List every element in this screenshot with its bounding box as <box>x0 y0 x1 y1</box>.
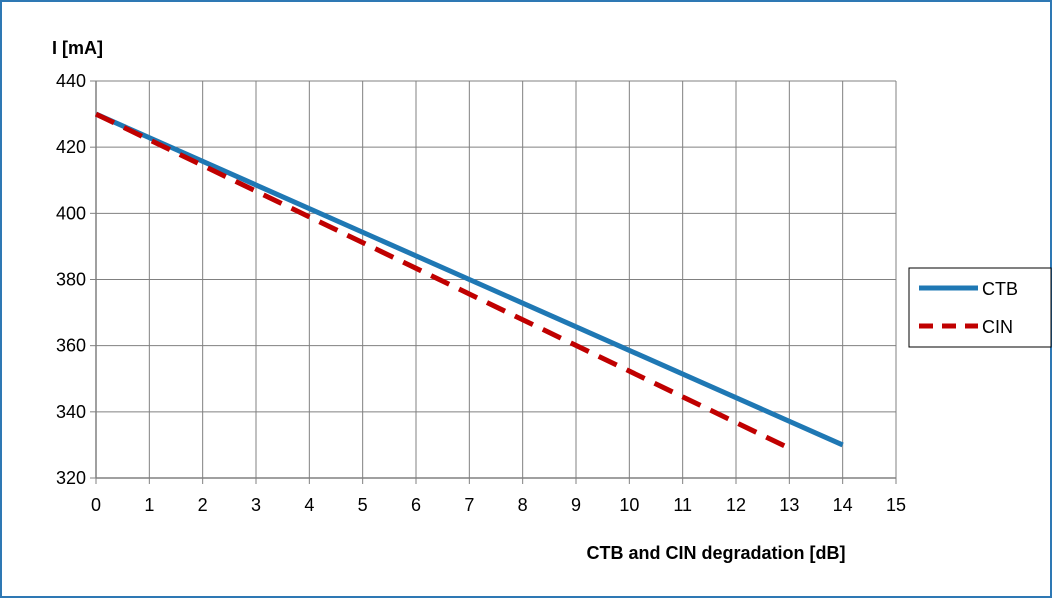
legend-box <box>908 267 1052 348</box>
x-tick-label: 6 <box>411 495 421 515</box>
y-tick-label: 400 <box>56 203 86 223</box>
x-axis-title: CTB and CIN degradation [dB] <box>587 543 846 563</box>
axes <box>90 80 897 484</box>
series-line-cin <box>94 111 791 451</box>
x-tick-label: 2 <box>198 495 208 515</box>
x-tick-label: 10 <box>619 495 639 515</box>
x-tick-label: 13 <box>779 495 799 515</box>
x-tick-label: 4 <box>304 495 314 515</box>
x-tick-label: 0 <box>91 495 101 515</box>
series-line-ctb <box>94 111 844 448</box>
x-tick-label: 7 <box>464 495 474 515</box>
y-tick-label: 420 <box>56 137 86 157</box>
x-tick-label: 11 <box>673 495 692 515</box>
grid <box>96 80 897 478</box>
y-tick-label: 320 <box>56 468 86 488</box>
x-tick-label: 8 <box>518 495 528 515</box>
y-tick-label: 440 <box>56 71 86 91</box>
y-axis-title: I [mA] <box>52 38 103 58</box>
y-tick-label: 360 <box>56 336 86 356</box>
tick-labels: 0 1 2 3 4 5 6 7 8 9 10 11 12 13 14 15320340360380400420… <box>56 71 906 515</box>
x-tick-label: 9 <box>571 495 581 515</box>
x-tick-label: 3 <box>251 495 261 515</box>
x-tick-label: 5 <box>358 495 368 515</box>
legend-label-ctb: CTB <box>982 279 1018 299</box>
series <box>94 111 844 451</box>
y-tick-label: 380 <box>56 270 86 290</box>
x-tick-label: 1 <box>144 495 154 515</box>
legend-label-cin: CIN <box>982 317 1013 337</box>
legend: CTB CIN <box>908 267 1052 348</box>
x-tick-label: 14 <box>833 495 853 515</box>
x-tick-label: 15 <box>886 495 906 515</box>
y-tick-label: 340 <box>56 402 86 422</box>
x-tick-label: 12 <box>726 495 746 515</box>
